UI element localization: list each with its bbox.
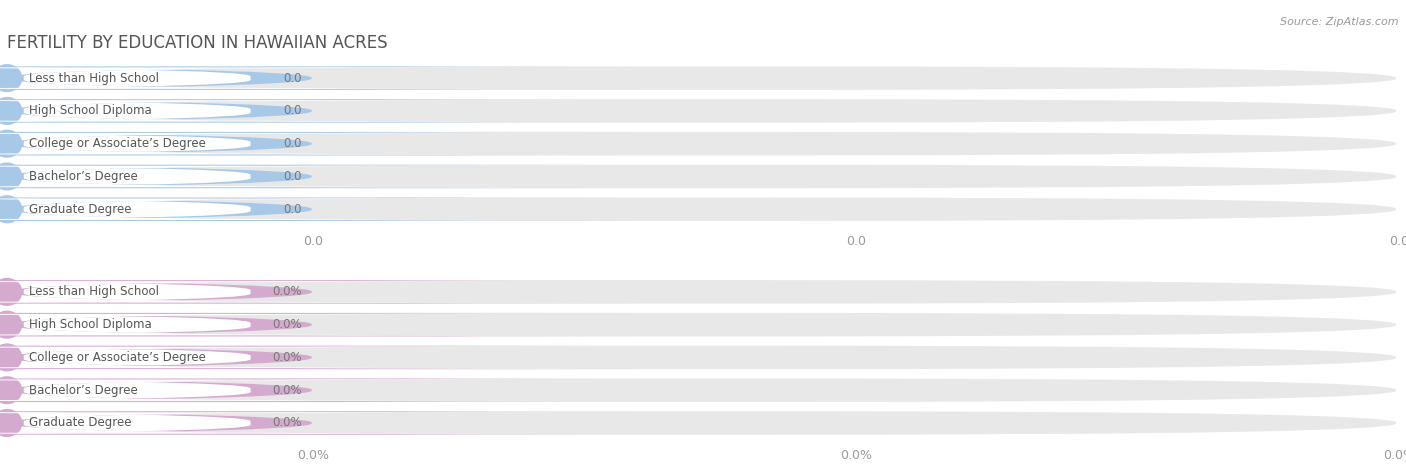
- Text: 0.0: 0.0: [284, 137, 302, 150]
- FancyBboxPatch shape: [8, 165, 1396, 188]
- Text: High School Diploma: High School Diploma: [30, 104, 152, 117]
- Ellipse shape: [0, 162, 22, 190]
- FancyBboxPatch shape: [0, 133, 510, 154]
- Text: 0.0: 0.0: [1389, 235, 1406, 248]
- FancyBboxPatch shape: [0, 347, 510, 368]
- Ellipse shape: [0, 130, 22, 158]
- Ellipse shape: [0, 311, 22, 339]
- Ellipse shape: [0, 64, 22, 92]
- Text: Less than High School: Less than High School: [30, 72, 159, 85]
- FancyBboxPatch shape: [0, 99, 634, 123]
- Text: 0.0%: 0.0%: [273, 417, 302, 429]
- Ellipse shape: [0, 195, 22, 223]
- Text: 0.0: 0.0: [284, 203, 302, 216]
- FancyBboxPatch shape: [0, 380, 510, 401]
- Text: Bachelor’s Degree: Bachelor’s Degree: [30, 170, 138, 183]
- FancyBboxPatch shape: [0, 66, 634, 90]
- FancyBboxPatch shape: [0, 412, 510, 434]
- Text: Less than High School: Less than High School: [30, 285, 159, 298]
- FancyBboxPatch shape: [8, 99, 1396, 123]
- FancyBboxPatch shape: [0, 280, 634, 304]
- FancyBboxPatch shape: [0, 198, 634, 221]
- Text: 0.0%: 0.0%: [1384, 448, 1406, 462]
- FancyBboxPatch shape: [0, 67, 510, 89]
- FancyBboxPatch shape: [0, 346, 634, 369]
- Ellipse shape: [0, 343, 22, 371]
- Text: 0.0: 0.0: [284, 104, 302, 117]
- FancyBboxPatch shape: [8, 280, 1396, 304]
- Text: 0.0: 0.0: [284, 72, 302, 85]
- Text: 0.0%: 0.0%: [273, 351, 302, 364]
- FancyBboxPatch shape: [8, 132, 1396, 155]
- Ellipse shape: [0, 409, 22, 437]
- FancyBboxPatch shape: [8, 313, 1396, 336]
- Text: Graduate Degree: Graduate Degree: [30, 417, 132, 429]
- Ellipse shape: [0, 278, 22, 306]
- FancyBboxPatch shape: [0, 314, 510, 335]
- FancyBboxPatch shape: [0, 165, 634, 188]
- Text: 0.0: 0.0: [304, 235, 323, 248]
- FancyBboxPatch shape: [0, 281, 510, 303]
- Text: 0.0: 0.0: [846, 235, 866, 248]
- FancyBboxPatch shape: [8, 379, 1396, 402]
- FancyBboxPatch shape: [0, 132, 634, 155]
- FancyBboxPatch shape: [0, 100, 510, 122]
- Text: College or Associate’s Degree: College or Associate’s Degree: [30, 351, 207, 364]
- FancyBboxPatch shape: [0, 411, 634, 435]
- FancyBboxPatch shape: [0, 313, 634, 336]
- Text: 0.0: 0.0: [284, 170, 302, 183]
- Text: Bachelor’s Degree: Bachelor’s Degree: [30, 384, 138, 397]
- FancyBboxPatch shape: [8, 66, 1396, 90]
- Text: High School Diploma: High School Diploma: [30, 318, 152, 331]
- FancyBboxPatch shape: [8, 198, 1396, 221]
- Text: FERTILITY BY EDUCATION IN HAWAIIAN ACRES: FERTILITY BY EDUCATION IN HAWAIIAN ACRES: [7, 34, 388, 52]
- Text: College or Associate’s Degree: College or Associate’s Degree: [30, 137, 207, 150]
- FancyBboxPatch shape: [8, 411, 1396, 435]
- FancyBboxPatch shape: [0, 166, 510, 187]
- Text: 0.0%: 0.0%: [273, 285, 302, 298]
- Text: 0.0%: 0.0%: [273, 318, 302, 331]
- Ellipse shape: [0, 97, 22, 125]
- Text: Source: ZipAtlas.com: Source: ZipAtlas.com: [1281, 17, 1399, 27]
- Text: 0.0%: 0.0%: [841, 448, 872, 462]
- Text: 0.0%: 0.0%: [297, 448, 329, 462]
- Text: Graduate Degree: Graduate Degree: [30, 203, 132, 216]
- Ellipse shape: [0, 376, 22, 404]
- FancyBboxPatch shape: [0, 199, 510, 220]
- FancyBboxPatch shape: [8, 346, 1396, 369]
- Text: 0.0%: 0.0%: [273, 384, 302, 397]
- FancyBboxPatch shape: [0, 379, 634, 402]
